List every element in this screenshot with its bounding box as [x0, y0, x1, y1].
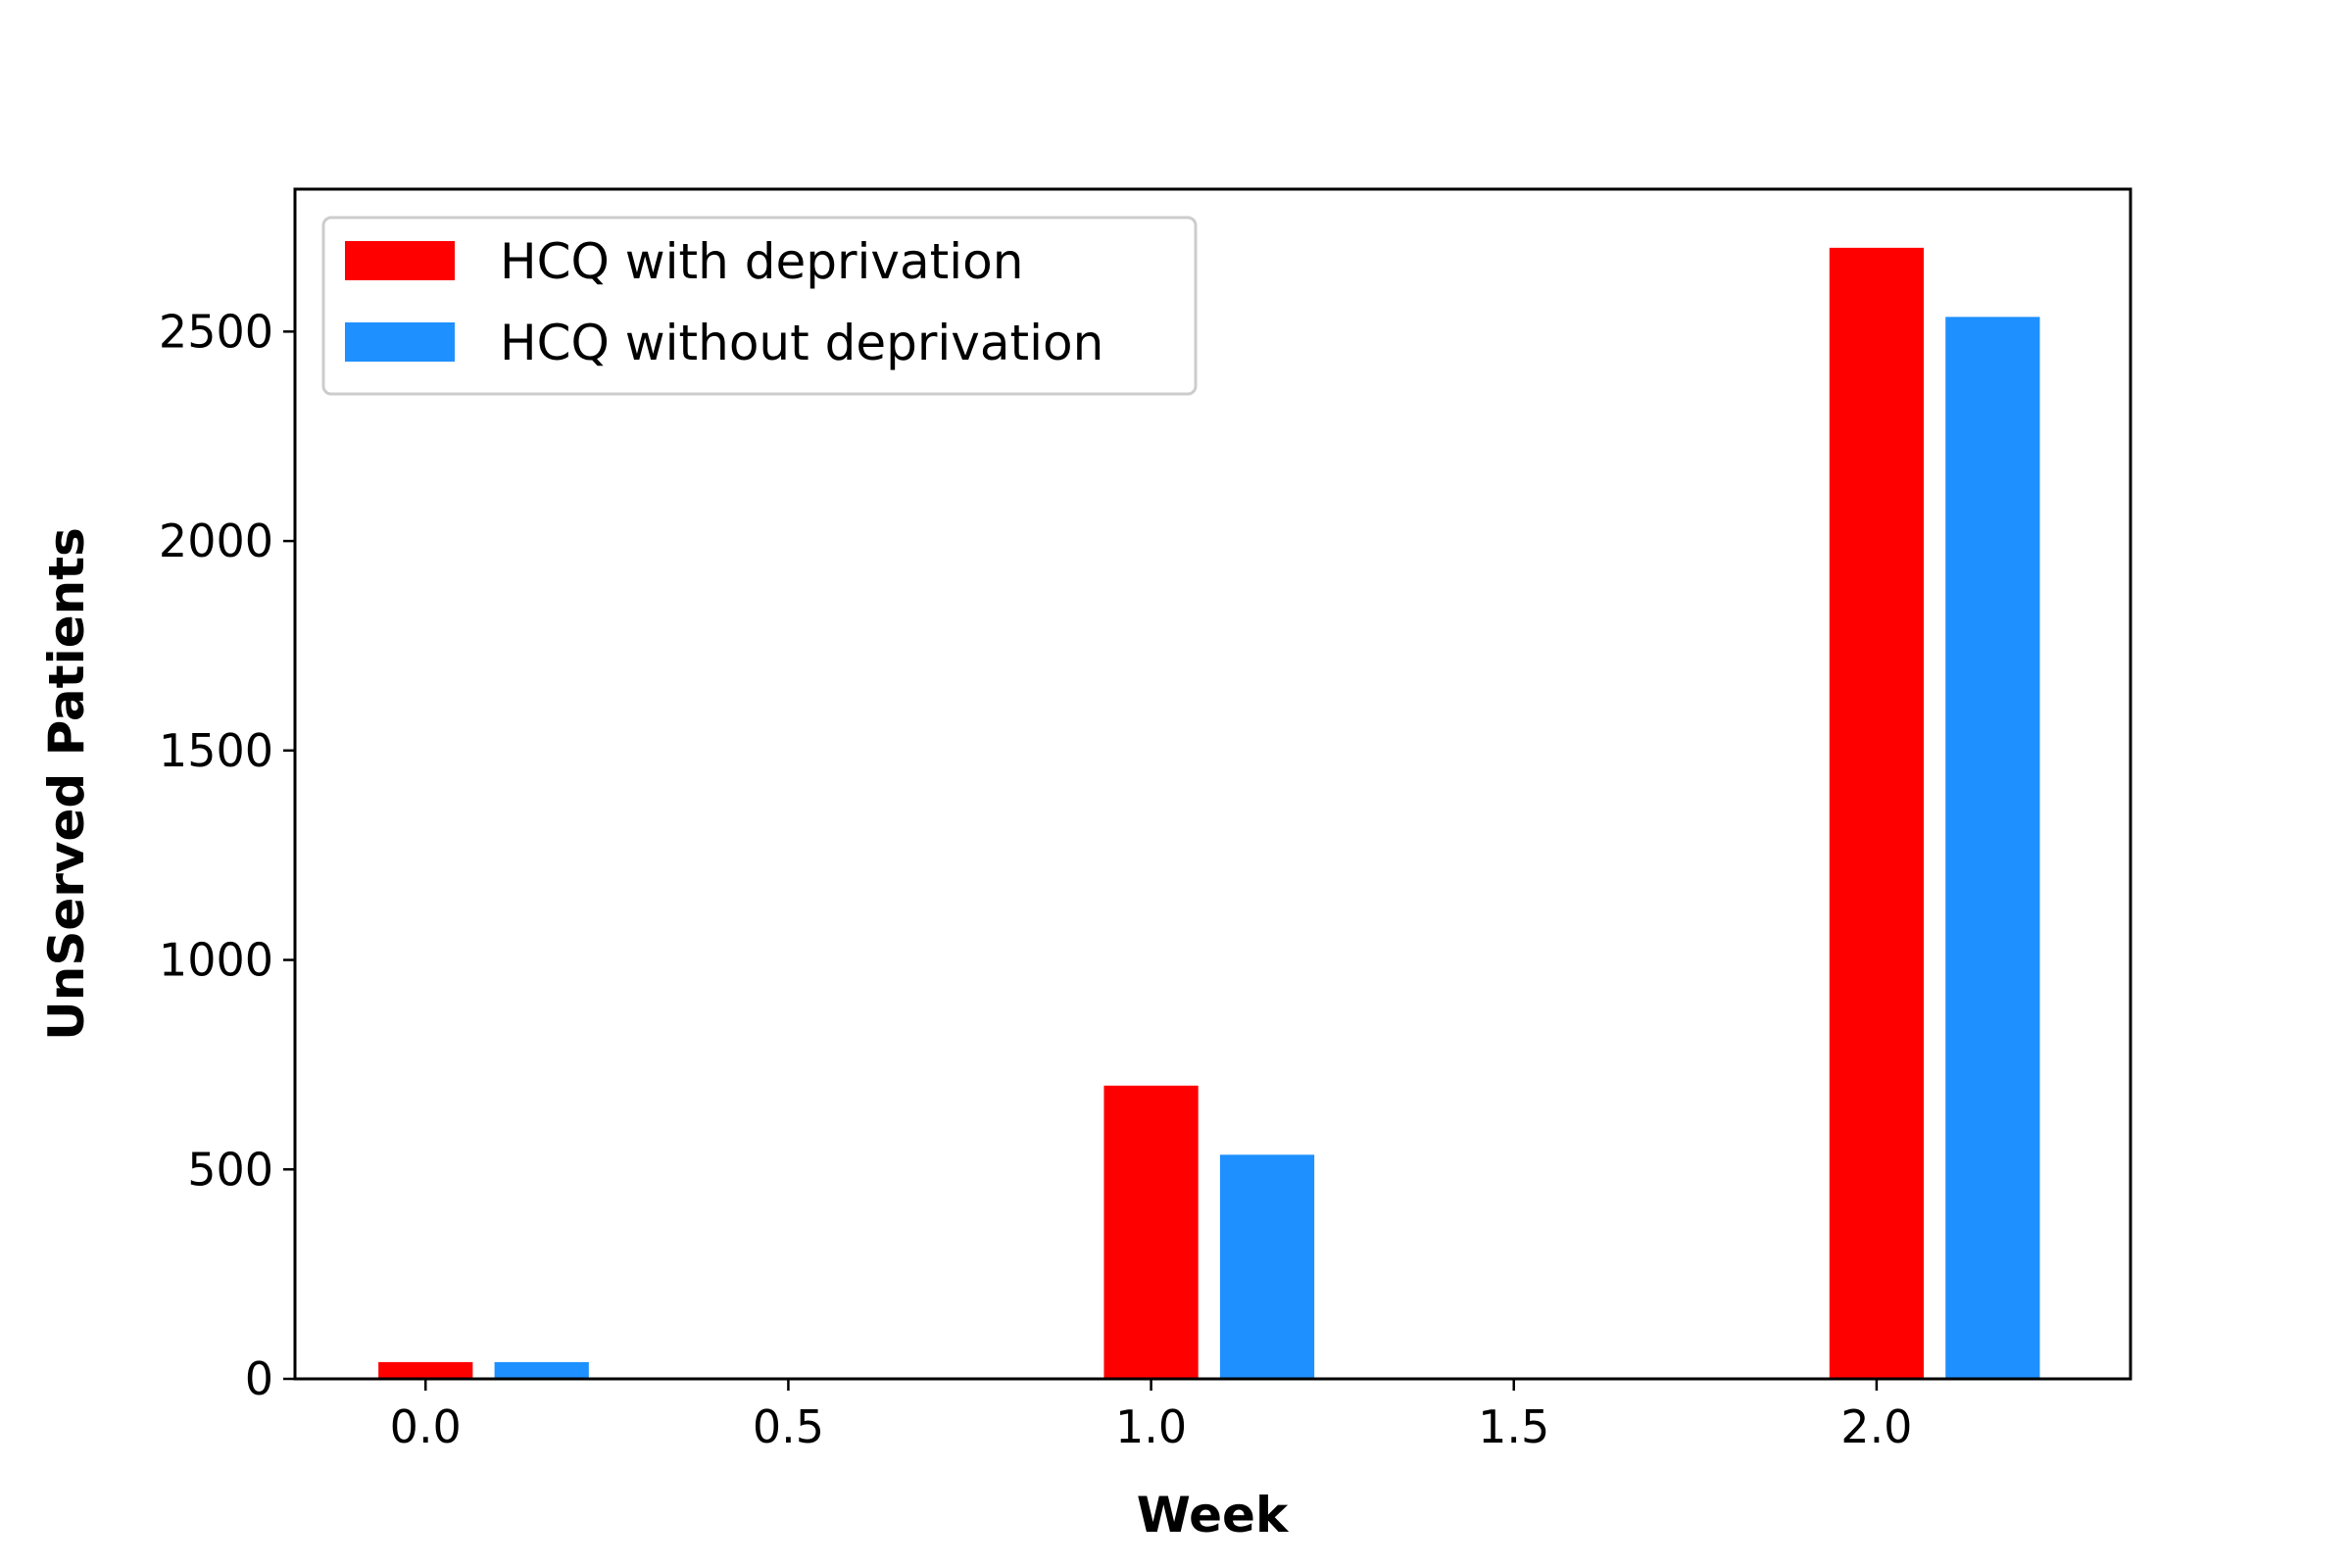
x-tick-label: 0.0	[390, 1400, 462, 1453]
y-axis-label: UnServed Patients	[38, 527, 95, 1041]
y-tick-label: 1000	[159, 934, 273, 987]
legend: HCQ with deprivation HCQ without depriva…	[321, 216, 1198, 396]
legend-swatch-with-deprivation	[345, 241, 455, 280]
bar-series1-week2	[1945, 317, 2040, 1380]
bar-series1-week0	[494, 1361, 589, 1379]
x-tick-label: 2.0	[1840, 1400, 1912, 1453]
legend-swatch-without-deprivation	[345, 322, 455, 362]
legend-label-without-deprivation: HCQ without deprivation	[500, 315, 1103, 371]
plot-frame	[293, 187, 2132, 1381]
legend-label-with-deprivation: HCQ with deprivation	[500, 233, 1023, 290]
bars-layer	[378, 247, 2040, 1380]
y-tick-label: 1500	[159, 724, 273, 777]
legend-box	[321, 216, 1198, 396]
y-tick-label: 2500	[159, 305, 273, 358]
bar-series0-week1	[1103, 1085, 1199, 1379]
x-axis-label: Week	[1137, 1487, 1290, 1544]
x-tick-label: 1.0	[1115, 1400, 1187, 1453]
x-tick-label: 0.5	[753, 1400, 824, 1453]
y-tick-label: 0	[245, 1352, 273, 1405]
y-tick-label: 500	[187, 1143, 273, 1196]
bar-series1-week1	[1219, 1154, 1315, 1379]
bar-series0-week2	[1829, 247, 1925, 1379]
x-tick-label: 1.5	[1478, 1400, 1549, 1453]
bar-series0-week0	[378, 1361, 473, 1379]
y-tick-label: 2000	[159, 514, 273, 567]
ticks-layer: 0.0 0.5 1.0 1.5 2.0 0 500 1000 1500 2000 2500	[159, 305, 1913, 1453]
